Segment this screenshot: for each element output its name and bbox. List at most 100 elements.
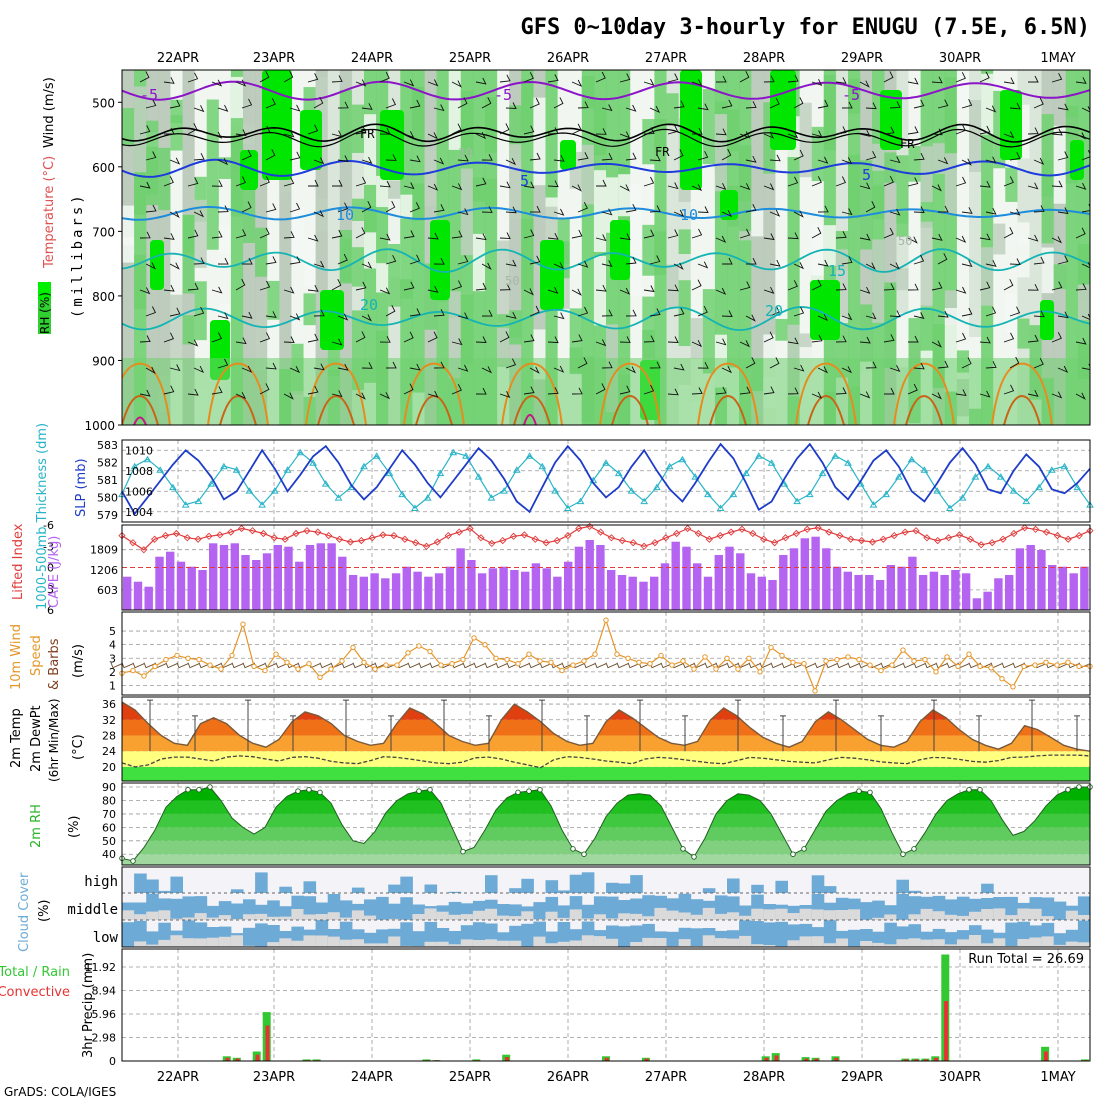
thickness-point bbox=[1060, 462, 1069, 470]
cape-bar bbox=[155, 556, 164, 610]
li-point bbox=[335, 535, 344, 543]
wind-barb bbox=[787, 387, 799, 395]
li-tick: 3 bbox=[47, 583, 54, 596]
li-point bbox=[868, 538, 877, 546]
thickness-point bbox=[423, 494, 432, 501]
contour-label: 30 bbox=[458, 146, 472, 160]
wind-barb bbox=[361, 314, 372, 322]
wind-speed-point bbox=[834, 656, 840, 663]
wind-speed-point bbox=[262, 667, 268, 674]
cloud-bar bbox=[339, 900, 353, 920]
cape-bar bbox=[800, 538, 809, 610]
wind-barb bbox=[529, 205, 541, 213]
cape-bar bbox=[1015, 548, 1025, 610]
cloud-bar bbox=[751, 921, 764, 947]
wind-barb bbox=[625, 152, 637, 161]
cloud-gap bbox=[727, 912, 740, 920]
li-point bbox=[683, 524, 692, 533]
cloud-gap bbox=[376, 943, 389, 947]
cloud-gap bbox=[485, 939, 498, 947]
wind-barb bbox=[241, 149, 252, 161]
li-point bbox=[738, 525, 746, 533]
wind-barb bbox=[313, 96, 324, 109]
wind-barb bbox=[169, 210, 180, 219]
wind-barb bbox=[1033, 310, 1045, 318]
cloud-gap bbox=[412, 914, 425, 920]
wind-barb bbox=[739, 228, 751, 239]
cloud-gap bbox=[642, 916, 655, 920]
wind-barb bbox=[235, 229, 247, 239]
cape-bar bbox=[521, 571, 530, 610]
wind-barb bbox=[1027, 234, 1039, 242]
rh-high-core bbox=[1000, 90, 1022, 160]
wind-barb bbox=[193, 306, 205, 317]
wind-barb bbox=[331, 278, 342, 291]
wind-barb bbox=[331, 130, 343, 138]
wind-barb bbox=[625, 309, 637, 317]
contour-25 bbox=[122, 362, 171, 425]
rh-patch bbox=[775, 261, 788, 306]
cloud-bar bbox=[533, 902, 546, 920]
top-date-label: 25APR bbox=[449, 51, 491, 66]
wind-barb bbox=[265, 97, 276, 109]
wind-barb-10m bbox=[627, 662, 640, 669]
thickness-point bbox=[869, 501, 878, 508]
wind-barb bbox=[187, 339, 199, 347]
wind-barb bbox=[361, 103, 373, 110]
cloud-bar bbox=[134, 920, 147, 947]
wind-barb bbox=[523, 386, 535, 395]
wind-speed-point bbox=[658, 652, 664, 659]
contour-label: 10 bbox=[336, 206, 354, 224]
ylabel-total-rain: Total / Rain bbox=[0, 965, 70, 980]
wind-barb bbox=[547, 127, 559, 135]
rh-high-core bbox=[560, 140, 576, 170]
wind-speed-point bbox=[1032, 662, 1038, 668]
wind-barb bbox=[457, 97, 468, 109]
li-point bbox=[325, 531, 333, 540]
wind-speed-point bbox=[416, 643, 422, 649]
li-point bbox=[923, 534, 931, 542]
cape-bar bbox=[843, 571, 852, 610]
cloud-bar bbox=[872, 900, 885, 920]
wind-barb bbox=[649, 154, 661, 162]
thickness-point bbox=[958, 494, 967, 501]
rh-patch bbox=[581, 144, 595, 205]
wind-barb bbox=[169, 99, 181, 109]
panel-border bbox=[121, 782, 1091, 866]
wind-barb bbox=[865, 262, 876, 270]
cloud-bar bbox=[122, 922, 135, 947]
wind-barb bbox=[337, 363, 349, 371]
wind-barb bbox=[289, 151, 301, 161]
wind-barb bbox=[313, 260, 325, 268]
wind-barb-10m bbox=[198, 662, 211, 669]
rh-patch bbox=[896, 313, 909, 368]
cloud-bar bbox=[775, 880, 788, 893]
wind-barb bbox=[1009, 258, 1021, 265]
wind-barb-10m bbox=[726, 662, 739, 669]
temp-min-whisker bbox=[290, 715, 296, 752]
li-point bbox=[216, 531, 224, 539]
contour-label: -5 bbox=[140, 86, 158, 104]
wind-barb bbox=[889, 208, 901, 216]
rh-patch bbox=[170, 294, 183, 360]
wind-barb bbox=[817, 99, 829, 109]
wind-barb bbox=[433, 104, 445, 112]
contour-minus5 bbox=[122, 80, 1090, 101]
temp-max-whisker bbox=[441, 699, 447, 752]
cloud-gap bbox=[146, 911, 159, 920]
rh-point bbox=[691, 854, 697, 860]
thickness-point bbox=[653, 483, 661, 491]
rh-patch bbox=[303, 293, 317, 326]
cloud-bar bbox=[400, 876, 413, 893]
rh-patch bbox=[654, 231, 667, 275]
cloud-bar bbox=[956, 896, 970, 920]
wind-barb bbox=[547, 336, 559, 344]
ylabel-2m-dewpt: 2m DewPt bbox=[29, 705, 44, 772]
rh-point bbox=[306, 786, 312, 793]
cloud-gap bbox=[388, 918, 401, 920]
li-point bbox=[259, 529, 268, 538]
rh-high-core bbox=[680, 70, 702, 190]
cape-tick: 1809 bbox=[90, 544, 118, 557]
rh-patch bbox=[218, 157, 232, 179]
